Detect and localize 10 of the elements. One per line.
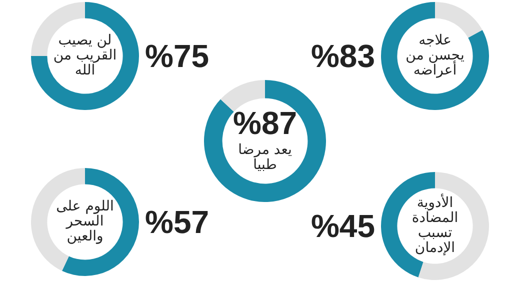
data-label: %83 bbox=[310, 38, 375, 74]
text: اللوم على السحر والعين bbox=[55, 198, 115, 244]
text: يعد مرضا طبيا bbox=[237, 142, 293, 173]
data-label: %75 bbox=[145, 38, 210, 74]
data-label: %57 bbox=[145, 204, 210, 240]
text: الأدوية المضادة تسبب الإدمان bbox=[410, 195, 460, 256]
data-label: %87 bbox=[232, 104, 298, 141]
text: علاجه يحسن من أعراضه bbox=[404, 32, 466, 78]
data-label: %45 bbox=[310, 208, 375, 244]
text: لن يصيب القريب من الله bbox=[52, 32, 118, 78]
